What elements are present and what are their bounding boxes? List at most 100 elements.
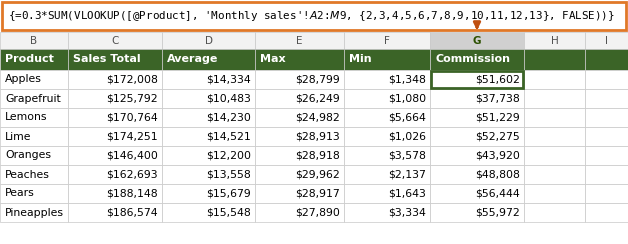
- Text: $28,799: $28,799: [295, 74, 340, 84]
- Bar: [430, 49, 524, 70]
- Bar: [430, 32, 524, 49]
- Text: $14,230: $14,230: [206, 112, 251, 122]
- Text: Pears: Pears: [5, 189, 35, 199]
- Text: $3,334: $3,334: [388, 207, 426, 217]
- Text: $26,249: $26,249: [295, 93, 340, 103]
- Text: I: I: [605, 35, 608, 45]
- Text: Average: Average: [167, 54, 219, 64]
- Text: $162,693: $162,693: [106, 170, 158, 180]
- Text: C: C: [111, 35, 119, 45]
- Text: $27,890: $27,890: [295, 207, 340, 217]
- Bar: [524, 127, 585, 146]
- Text: $170,764: $170,764: [106, 112, 158, 122]
- Bar: [68, 70, 162, 89]
- Bar: [585, 184, 628, 203]
- Bar: [162, 165, 255, 184]
- Bar: [0, 89, 68, 108]
- Bar: [162, 89, 255, 108]
- Text: $15,679: $15,679: [206, 189, 251, 199]
- Bar: [162, 184, 255, 203]
- Bar: [2, 2, 626, 30]
- Text: $174,251: $174,251: [106, 132, 158, 142]
- Text: $1,026: $1,026: [388, 132, 426, 142]
- Text: $14,334: $14,334: [206, 74, 251, 84]
- Bar: [524, 49, 585, 70]
- Bar: [255, 49, 344, 70]
- Bar: [344, 70, 430, 89]
- Bar: [585, 70, 628, 89]
- Text: $125,792: $125,792: [106, 93, 158, 103]
- Text: $14,521: $14,521: [206, 132, 251, 142]
- Bar: [0, 108, 68, 127]
- Bar: [162, 203, 255, 222]
- Text: $188,148: $188,148: [106, 189, 158, 199]
- Text: B: B: [30, 35, 38, 45]
- Bar: [255, 108, 344, 127]
- Bar: [524, 146, 585, 165]
- Text: {=0.3*SUM(VLOOKUP([@Product], 'Monthly sales'!$A$2:$M$9, {2,3,4,5,6,7,8,9,10,11,: {=0.3*SUM(VLOOKUP([@Product], 'Monthly s…: [8, 9, 615, 23]
- Bar: [162, 108, 255, 127]
- Bar: [430, 89, 524, 108]
- Text: $5,664: $5,664: [388, 112, 426, 122]
- Text: $56,444: $56,444: [475, 189, 520, 199]
- Bar: [162, 32, 255, 49]
- Bar: [255, 89, 344, 108]
- Bar: [430, 127, 524, 146]
- Bar: [430, 70, 524, 89]
- Text: Product: Product: [5, 54, 54, 64]
- Bar: [68, 184, 162, 203]
- Text: $12,200: $12,200: [206, 151, 251, 161]
- Bar: [344, 203, 430, 222]
- Text: $146,400: $146,400: [106, 151, 158, 161]
- Bar: [524, 184, 585, 203]
- Bar: [430, 203, 524, 222]
- Bar: [585, 89, 628, 108]
- Bar: [68, 108, 162, 127]
- Text: $48,808: $48,808: [475, 170, 520, 180]
- Bar: [68, 32, 162, 49]
- Bar: [162, 146, 255, 165]
- Bar: [585, 49, 628, 70]
- Bar: [0, 165, 68, 184]
- Text: $1,643: $1,643: [388, 189, 426, 199]
- Text: Min: Min: [349, 54, 372, 64]
- Text: $28,917: $28,917: [295, 189, 340, 199]
- Text: $55,972: $55,972: [475, 207, 520, 217]
- Bar: [430, 165, 524, 184]
- Text: F: F: [384, 35, 390, 45]
- Text: $13,558: $13,558: [206, 170, 251, 180]
- Bar: [430, 146, 524, 165]
- Bar: [430, 184, 524, 203]
- Bar: [255, 203, 344, 222]
- Bar: [162, 49, 255, 70]
- Text: Lime: Lime: [5, 132, 31, 142]
- Bar: [344, 184, 430, 203]
- Text: Peaches: Peaches: [5, 170, 50, 180]
- Bar: [524, 165, 585, 184]
- Text: E: E: [296, 35, 303, 45]
- Bar: [430, 108, 524, 127]
- Bar: [162, 127, 255, 146]
- Bar: [344, 108, 430, 127]
- Text: $51,602: $51,602: [475, 74, 520, 84]
- Bar: [0, 32, 68, 49]
- Bar: [524, 108, 585, 127]
- Text: $52,275: $52,275: [475, 132, 520, 142]
- Text: $15,548: $15,548: [206, 207, 251, 217]
- Bar: [585, 165, 628, 184]
- Bar: [255, 127, 344, 146]
- Text: Max: Max: [260, 54, 286, 64]
- Bar: [255, 184, 344, 203]
- Text: $24,982: $24,982: [295, 112, 340, 122]
- Text: Grapefruit: Grapefruit: [5, 93, 61, 103]
- Bar: [344, 89, 430, 108]
- Bar: [585, 203, 628, 222]
- Bar: [68, 203, 162, 222]
- Text: H: H: [551, 35, 558, 45]
- Bar: [431, 71, 523, 88]
- Text: $3,578: $3,578: [388, 151, 426, 161]
- Bar: [344, 127, 430, 146]
- Bar: [524, 70, 585, 89]
- Text: Sales Total: Sales Total: [73, 54, 141, 64]
- Text: $28,913: $28,913: [295, 132, 340, 142]
